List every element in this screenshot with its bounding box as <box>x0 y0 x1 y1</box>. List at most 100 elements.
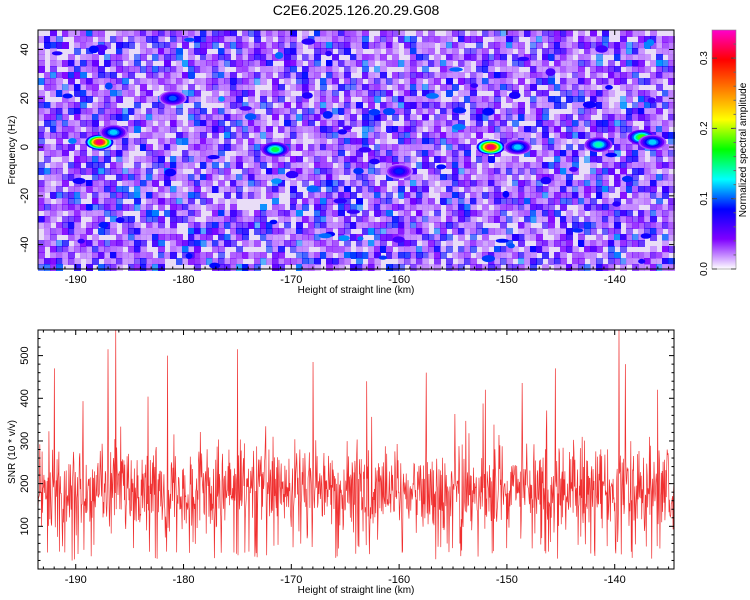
spectrogram-cell <box>530 66 537 73</box>
spectrogram-cell <box>146 174 153 181</box>
spectrogram-cell <box>236 144 243 151</box>
spectrogram-cell <box>608 66 615 73</box>
spectrogram-cell <box>428 60 435 67</box>
spectrogram-cell <box>608 90 615 97</box>
spectrogram-cell <box>530 258 537 265</box>
spectrogram-cell <box>458 198 465 205</box>
spectrogram-cell <box>206 114 213 121</box>
spectrogram-cell <box>560 42 567 49</box>
spectrogram-cell <box>260 156 267 163</box>
spectrogram-cell <box>518 180 525 187</box>
spectrogram-cell <box>596 132 603 139</box>
spectrogram-cell <box>236 132 243 139</box>
spectrogram-cell <box>230 30 237 37</box>
spectrogram-cell <box>122 234 129 241</box>
spectrogram-cell <box>176 108 183 115</box>
spectrogram-cell <box>428 84 435 91</box>
spectrogram-cell <box>152 48 159 55</box>
spectrogram-cell <box>632 156 639 163</box>
spectrogram-cell <box>656 126 663 133</box>
spectrogram-cell <box>524 252 531 259</box>
spectrogram-cell <box>218 234 225 241</box>
spectrogram-cell <box>164 66 171 73</box>
spectrogram-cell <box>308 240 315 247</box>
spectrogram-cell <box>428 96 435 103</box>
spectrogram-cell <box>470 108 477 115</box>
spectrogram-cell <box>650 120 657 127</box>
spectrogram-cell <box>584 204 591 211</box>
spectrogram-cell <box>326 264 333 271</box>
spectrogram-spot <box>508 91 521 99</box>
spectrogram-cell <box>668 60 675 67</box>
spectrogram-cell <box>452 120 459 127</box>
spectrogram-cell <box>236 258 243 265</box>
spectrogram-cell <box>194 264 201 271</box>
spectrogram-cell <box>578 180 585 187</box>
spectrogram-cell <box>338 42 345 49</box>
spectrogram-cell <box>302 204 309 211</box>
spectrogram-cell <box>314 222 321 229</box>
spectrogram-cell <box>80 240 87 247</box>
spectrogram-cell <box>470 210 477 217</box>
spectrogram-cell <box>470 168 477 175</box>
spectrogram-cell <box>290 84 297 91</box>
spectrogram-cell <box>668 228 675 235</box>
spectrogram-cell <box>134 78 141 85</box>
spectrogram-cell <box>440 180 447 187</box>
spectrogram-cell <box>572 90 579 97</box>
spectrogram-cell <box>626 84 633 91</box>
spectrogram-cell <box>194 36 201 43</box>
spectrogram-cell <box>98 228 105 235</box>
spectrogram-cell <box>266 126 273 133</box>
spectrogram-cell <box>494 54 501 61</box>
spectrogram-cell <box>308 78 315 85</box>
spectrogram-cell <box>80 192 87 199</box>
spectrogram-cell <box>530 30 537 37</box>
figure-title: C2E6.2025.126.20.29.G08 <box>273 2 440 18</box>
spectrogram-cell <box>56 90 63 97</box>
spectrogram-cell <box>278 30 285 37</box>
spectrogram-cell <box>56 264 63 271</box>
spectrogram-cell <box>452 84 459 91</box>
spectrogram-cell <box>410 174 417 181</box>
spectrogram-cell <box>170 222 177 229</box>
spectrogram-cell <box>578 90 585 97</box>
spectrogram-cell <box>404 84 411 91</box>
spectrogram-cell <box>650 42 657 49</box>
spectrogram-cell <box>128 240 135 247</box>
spectrogram-cell <box>356 198 363 205</box>
spectrogram-cell <box>200 36 207 43</box>
spectrogram-cell <box>416 228 423 235</box>
spectrogram-cell <box>176 168 183 175</box>
spectrogram-cell <box>218 54 225 61</box>
spectrogram-cell <box>356 90 363 97</box>
spectrogram-cell <box>668 96 675 103</box>
spectrogram-cell <box>572 162 579 169</box>
spectrogram-cell <box>542 78 549 85</box>
spectrogram-cell <box>302 66 309 73</box>
spectrogram-cell <box>524 138 531 145</box>
spectrogram-cell <box>260 222 267 229</box>
y-tick-label: 40 <box>19 43 31 55</box>
spectrogram-cell <box>62 102 69 109</box>
spectrogram-cell <box>260 66 267 73</box>
spectrogram-cell <box>500 78 507 85</box>
spectrogram-cell <box>446 192 453 199</box>
spectrogram-cell <box>470 78 477 85</box>
spectrogram-cell <box>620 120 627 127</box>
spectrogram-spot <box>274 52 284 59</box>
spectrogram-cell <box>368 138 375 145</box>
spectrogram-cell <box>368 240 375 247</box>
spectrogram-cell <box>248 78 255 85</box>
spectrogram-cell <box>122 180 129 187</box>
spectrogram-cell <box>302 198 309 205</box>
spectrogram-cell <box>572 120 579 127</box>
spectrogram-cell <box>362 84 369 91</box>
spectrogram-cell <box>284 174 291 181</box>
spectrogram-cell <box>176 174 183 181</box>
spectrogram-cell <box>656 264 663 271</box>
spectrogram-cell <box>272 252 279 259</box>
spectrogram-cell <box>164 126 171 133</box>
spectrogram-cell <box>182 204 189 211</box>
spectrogram-cell <box>260 126 267 133</box>
